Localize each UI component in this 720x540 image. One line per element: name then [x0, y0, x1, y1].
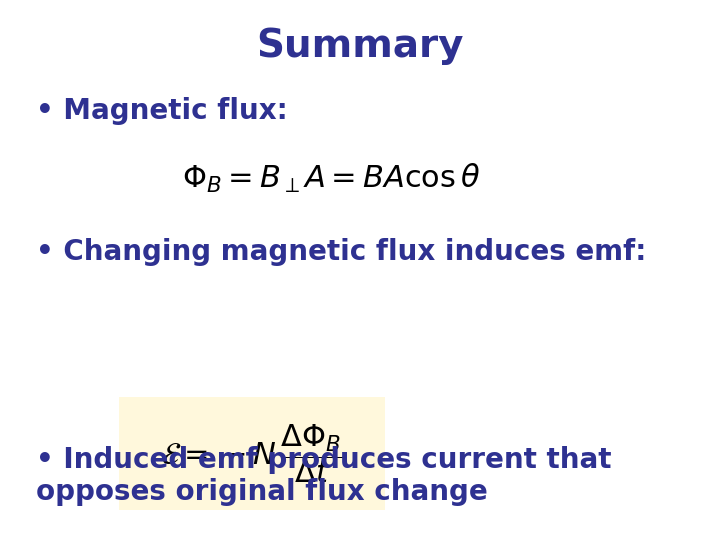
Text: opposes original flux change: opposes original flux change	[36, 478, 487, 506]
Text: • Magnetic flux:: • Magnetic flux:	[36, 97, 288, 125]
Text: $\Phi_B = B_{\perp}A = BA\cos\theta$: $\Phi_B = B_{\perp}A = BA\cos\theta$	[182, 162, 480, 195]
FancyBboxPatch shape	[119, 397, 385, 510]
Text: • Changing magnetic flux induces emf:: • Changing magnetic flux induces emf:	[36, 238, 647, 266]
Text: $\mathcal{E} = -N\,\dfrac{\Delta\Phi_B}{\Delta t}$: $\mathcal{E} = -N\,\dfrac{\Delta\Phi_B}{…	[161, 422, 343, 485]
Text: Summary: Summary	[256, 27, 464, 65]
Text: • Induced emf produces current that: • Induced emf produces current that	[36, 446, 611, 474]
